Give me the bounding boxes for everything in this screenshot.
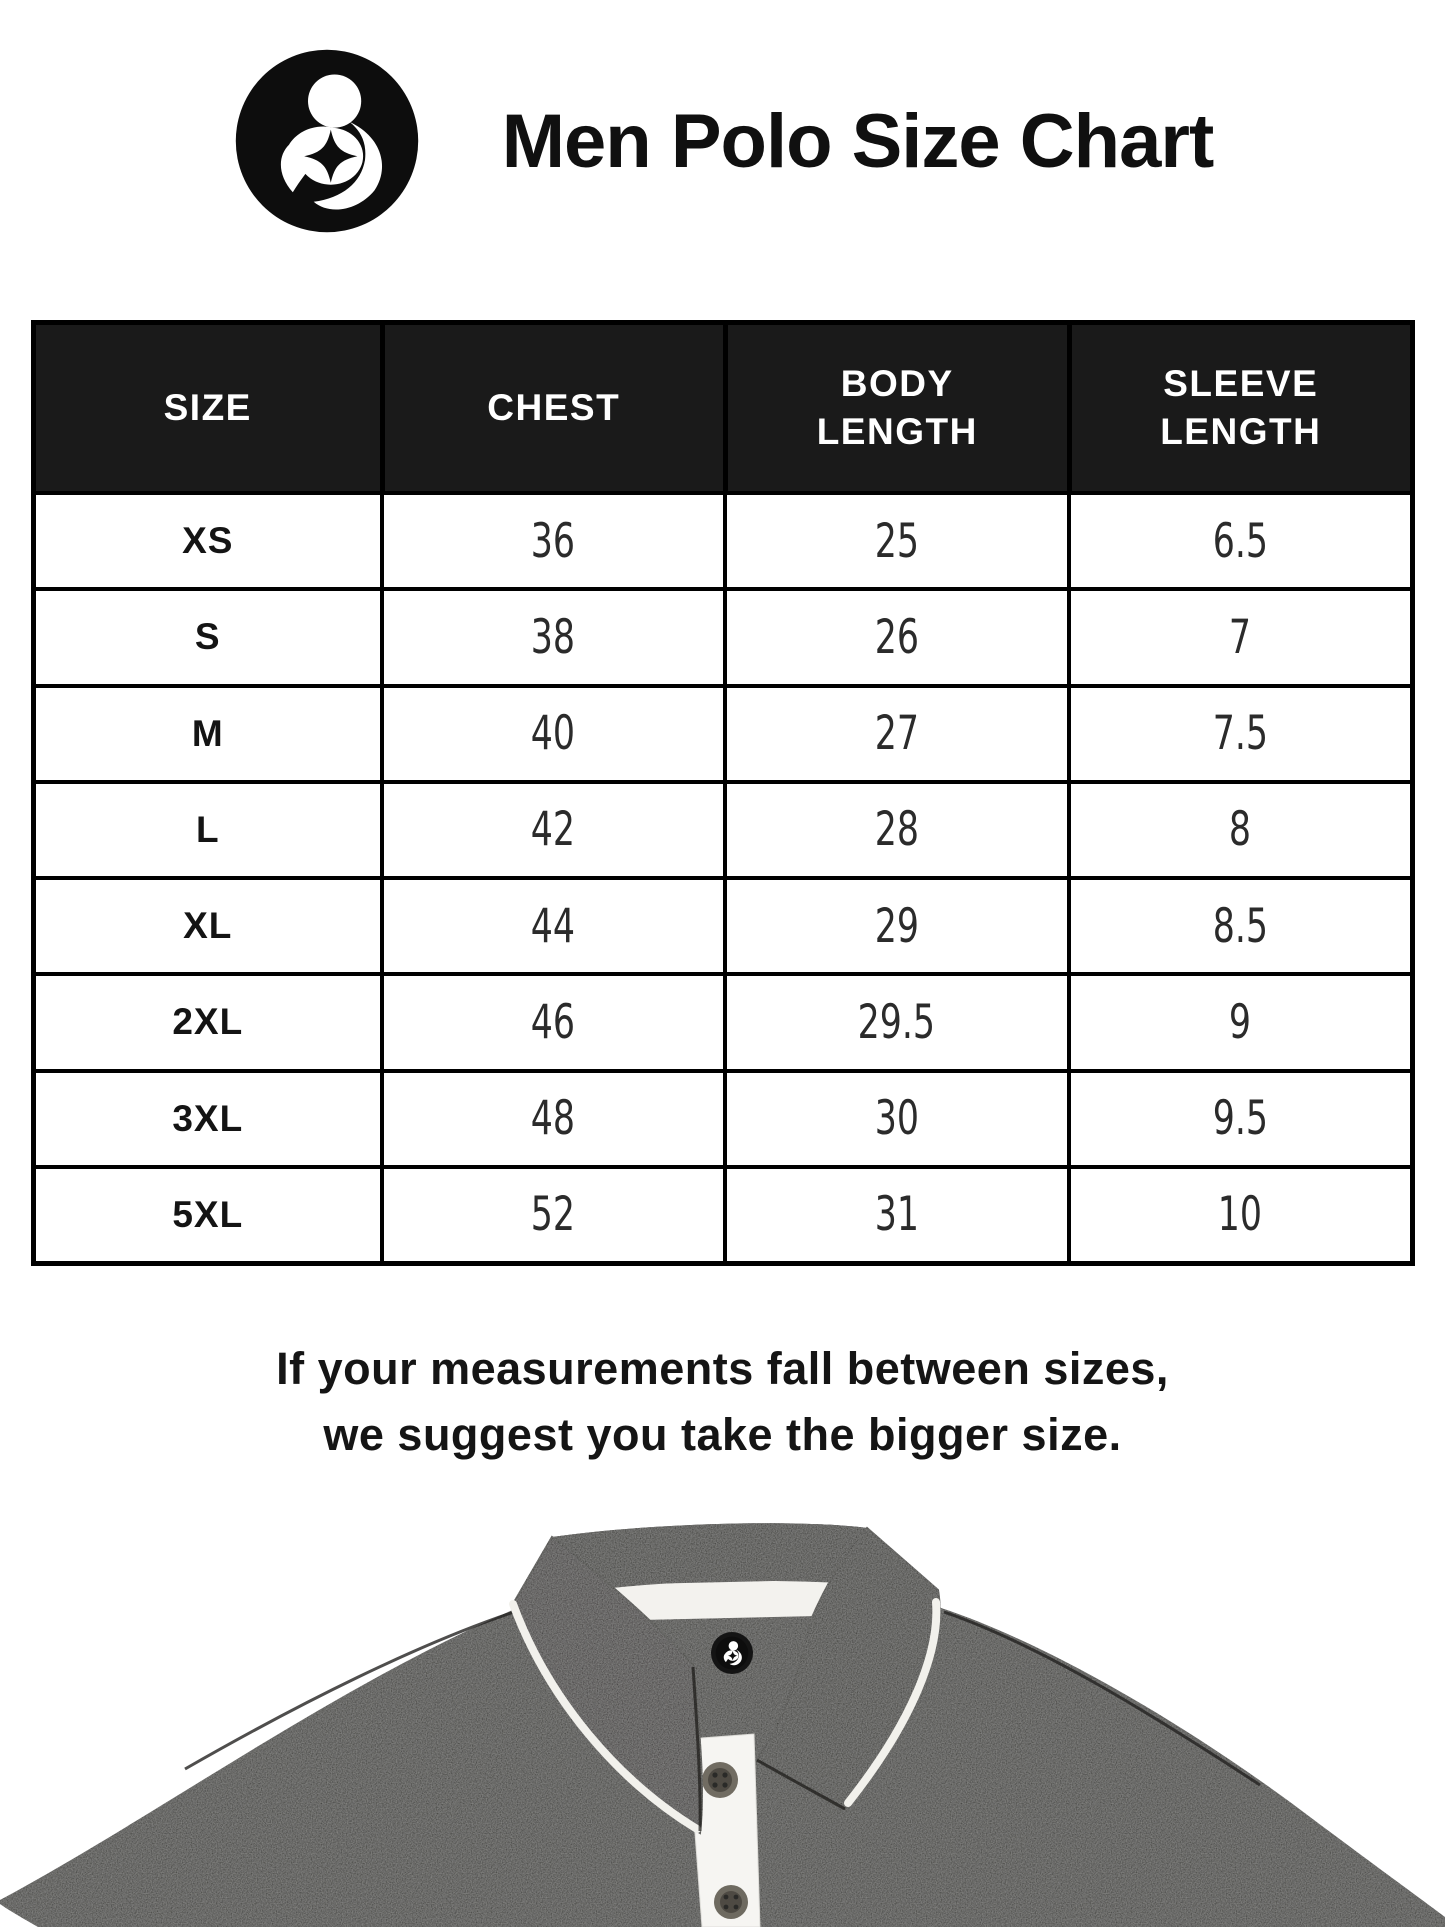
chest-value: 48 bbox=[531, 1091, 576, 1147]
body-length-cell: 29 bbox=[723, 876, 1067, 973]
chest-value: 40 bbox=[531, 706, 576, 762]
size-cell: M bbox=[36, 683, 380, 780]
sleeve-length-value: 7.5 bbox=[1212, 706, 1268, 762]
sizing-note-line2: we suggest you take the bigger size. bbox=[323, 1409, 1122, 1460]
size-label: 3XL bbox=[172, 1097, 244, 1139]
chest-cell: 38 bbox=[379, 587, 723, 684]
polo-button bbox=[714, 1885, 748, 1919]
chest-value: 38 bbox=[531, 609, 576, 665]
page-title: Men Polo Size Chart bbox=[501, 98, 1215, 184]
chest-value: 44 bbox=[531, 898, 576, 954]
sleeve-length-value: 9 bbox=[1229, 994, 1252, 1050]
neck-label-logo-icon bbox=[715, 1636, 749, 1670]
column-header-line: LENGTH bbox=[816, 411, 978, 452]
body-length-cell: 30 bbox=[723, 1068, 1067, 1165]
column-header-line: LENGTH bbox=[1160, 411, 1322, 452]
body-length-value: 26 bbox=[874, 609, 919, 665]
body-length-cell: 25 bbox=[723, 491, 1067, 588]
sleeve-length-cell: 6.5 bbox=[1066, 491, 1410, 588]
chest-cell: 46 bbox=[379, 972, 723, 1069]
column-header-size: SIZE bbox=[36, 325, 380, 491]
size-cell: XL bbox=[36, 876, 380, 973]
sleeve-length-value: 8.5 bbox=[1212, 898, 1268, 954]
body-length-cell: 31 bbox=[723, 1164, 1067, 1261]
brand-logo-icon bbox=[232, 46, 422, 236]
sleeve-length-cell: 9.5 bbox=[1066, 1068, 1410, 1165]
sleeve-length-cell: 9 bbox=[1066, 972, 1410, 1069]
column-header-line: SIZE bbox=[163, 387, 252, 428]
size-label: 5XL bbox=[172, 1193, 244, 1235]
body-length-value: 31 bbox=[874, 1187, 919, 1243]
body-length-value: 30 bbox=[874, 1091, 919, 1147]
size-label: 2XL bbox=[172, 1001, 244, 1043]
sizing-note-line1: If your measurements fall between sizes, bbox=[276, 1343, 1169, 1394]
sleeve-length-cell: 7 bbox=[1066, 587, 1410, 684]
polo-neck-label bbox=[711, 1632, 753, 1674]
sizing-note: If your measurements fall between sizes,… bbox=[0, 1336, 1445, 1468]
column-header-line: BODY bbox=[840, 363, 954, 404]
chest-cell: 52 bbox=[379, 1164, 723, 1261]
chest-cell: 40 bbox=[379, 683, 723, 780]
column-header-body-length: BODY LENGTH bbox=[723, 325, 1067, 491]
sleeve-length-value: 7 bbox=[1229, 609, 1252, 665]
chest-value: 36 bbox=[531, 513, 576, 569]
body-length-cell: 26 bbox=[723, 587, 1067, 684]
sleeve-length-value: 10 bbox=[1218, 1187, 1263, 1243]
column-header-chest: CHEST bbox=[379, 325, 723, 491]
body-length-cell: 27 bbox=[723, 683, 1067, 780]
polo-placket bbox=[687, 1733, 761, 1927]
sleeve-length-cell: 8.5 bbox=[1066, 876, 1410, 973]
body-length-value: 29.5 bbox=[858, 994, 936, 1050]
size-label: M bbox=[191, 712, 224, 754]
size-chart-table: SIZE CHEST BODY LENGTH SLEEVE LENGTH XS … bbox=[31, 320, 1415, 1266]
size-cell: 3XL bbox=[36, 1068, 380, 1165]
sleeve-length-cell: 7.5 bbox=[1066, 683, 1410, 780]
size-cell: S bbox=[36, 587, 380, 684]
sleeve-length-value: 8 bbox=[1229, 802, 1252, 858]
chest-value: 46 bbox=[531, 994, 576, 1050]
header: Men Polo Size Chart bbox=[0, 46, 1445, 236]
chest-cell: 36 bbox=[379, 491, 723, 588]
body-length-value: 25 bbox=[874, 513, 919, 569]
chest-cell: 42 bbox=[379, 779, 723, 876]
sleeve-length-cell: 10 bbox=[1066, 1164, 1410, 1261]
size-cell: 2XL bbox=[36, 972, 380, 1069]
column-header-sleeve-length: SLEEVE LENGTH bbox=[1066, 325, 1410, 491]
chest-cell: 48 bbox=[379, 1068, 723, 1165]
body-length-value: 28 bbox=[874, 802, 919, 858]
polo-collar-band bbox=[552, 1523, 872, 1595]
size-label: XL bbox=[183, 905, 233, 947]
size-cell: 5XL bbox=[36, 1164, 380, 1261]
sleeve-length-cell: 8 bbox=[1066, 779, 1410, 876]
body-length-cell: 29.5 bbox=[723, 972, 1067, 1069]
chest-cell: 44 bbox=[379, 876, 723, 973]
polo-button bbox=[702, 1762, 738, 1798]
column-header-line: CHEST bbox=[487, 387, 621, 428]
polo-shirt-photo bbox=[0, 1523, 1445, 1927]
chest-value: 42 bbox=[531, 802, 576, 858]
sleeve-length-value: 9.5 bbox=[1212, 1091, 1268, 1147]
size-cell: L bbox=[36, 779, 380, 876]
size-label: S bbox=[194, 616, 221, 658]
polo-body bbox=[0, 1523, 1445, 1927]
column-header-line: SLEEVE bbox=[1163, 363, 1319, 404]
size-label: L bbox=[195, 808, 220, 850]
size-label: XS bbox=[182, 520, 234, 562]
size-cell: XS bbox=[36, 491, 380, 588]
chest-value: 52 bbox=[531, 1187, 576, 1243]
body-length-cell: 28 bbox=[723, 779, 1067, 876]
polo-collar-right bbox=[755, 1526, 941, 1811]
body-length-value: 29 bbox=[874, 898, 919, 954]
sleeve-length-value: 6.5 bbox=[1212, 513, 1268, 569]
body-length-value: 27 bbox=[874, 706, 919, 762]
polo-collar-left bbox=[509, 1535, 704, 1835]
